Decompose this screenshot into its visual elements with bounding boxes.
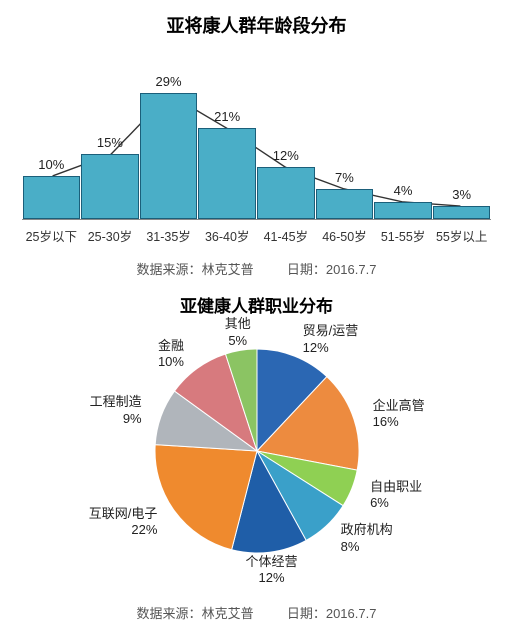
bar-x-axis: 25岁以下25-30岁31-35岁36-40岁41-45岁46-50岁51-55… [22,226,491,245]
pie-slice-label: 互联网/电子22% [89,506,158,539]
bar-value-label: 21% [214,109,240,124]
date-prefix: 日期： [287,262,326,277]
bar-source-line: 数据来源：林克艾普 日期：2016.7.7 [0,259,513,278]
x-tick: 25-30岁 [81,226,140,245]
bar [23,176,80,219]
bar-value-label: 7% [335,170,354,185]
source-prefix: 数据来源： [137,262,202,277]
source-prefix: 数据来源： [137,606,202,621]
bar-value-label: 4% [394,183,413,198]
x-tick: 31-35岁 [139,226,198,245]
x-tick: 55岁以上 [432,226,491,245]
bar-value-label: 29% [156,74,182,89]
pie-slice-label: 个体经营12% [246,554,298,587]
age-bar-chart: 亚将康人群年龄段分布 10% 15% 29% 21% 12% 7% 4% 3% 25岁以下25… [0,0,513,278]
date-prefix: 日期： [287,606,326,621]
pie-slice-label: 金融10% [158,338,184,371]
pie-source-line: 数据来源：林克艾普 日期：2016.7.7 [0,603,513,622]
pie-slice-label: 工程制造9% [90,394,142,427]
source-name: 林克艾普 [202,262,254,277]
x-tick: 51-55岁 [374,226,433,245]
x-tick: 36-40岁 [198,226,257,245]
x-tick: 25岁以下 [22,226,81,245]
bar-plot-area: 10% 15% 29% 21% 12% 7% 4% 3% [22,60,491,220]
bar [257,167,314,219]
date-value: 2016.7.7 [326,262,377,277]
bar-value-label: 12% [273,148,299,163]
pie-slice-label: 政府机构8% [341,522,393,555]
bar [140,93,197,219]
bar-chart-title: 亚将康人群年龄段分布 [0,0,513,60]
pie-slice-label: 自由职业6% [370,479,422,512]
occupation-pie-chart: 亚健康人群职业分布 贸易/运营12% 企业高管16% 自由职业6% 政府机构8% 个体经… [0,278,513,622]
x-tick: 46-50岁 [315,226,374,245]
pie-plot-area: 贸易/运营12% 企业高管16% 自由职业6% 政府机构8% 个体经营12% 互联网/电子… [0,325,513,601]
pie-svg [149,343,365,559]
x-tick: 41-45岁 [257,226,316,245]
pie-slice-label: 其他5% [225,316,251,349]
date-value: 2016.7.7 [326,606,377,621]
bar [374,202,431,219]
bar [433,206,490,219]
pie-chart-title: 亚健康人群职业分布 [0,278,513,325]
pie-slice-label: 企业高管16% [373,398,425,431]
bar-value-label: 15% [97,135,123,150]
bar-value-label: 10% [38,157,64,172]
bar [198,128,255,219]
bar-value-label: 3% [452,187,471,202]
bar [81,154,138,219]
pie-slice-label: 贸易/运营12% [303,323,359,356]
source-name: 林克艾普 [202,606,254,621]
bar [316,189,373,219]
